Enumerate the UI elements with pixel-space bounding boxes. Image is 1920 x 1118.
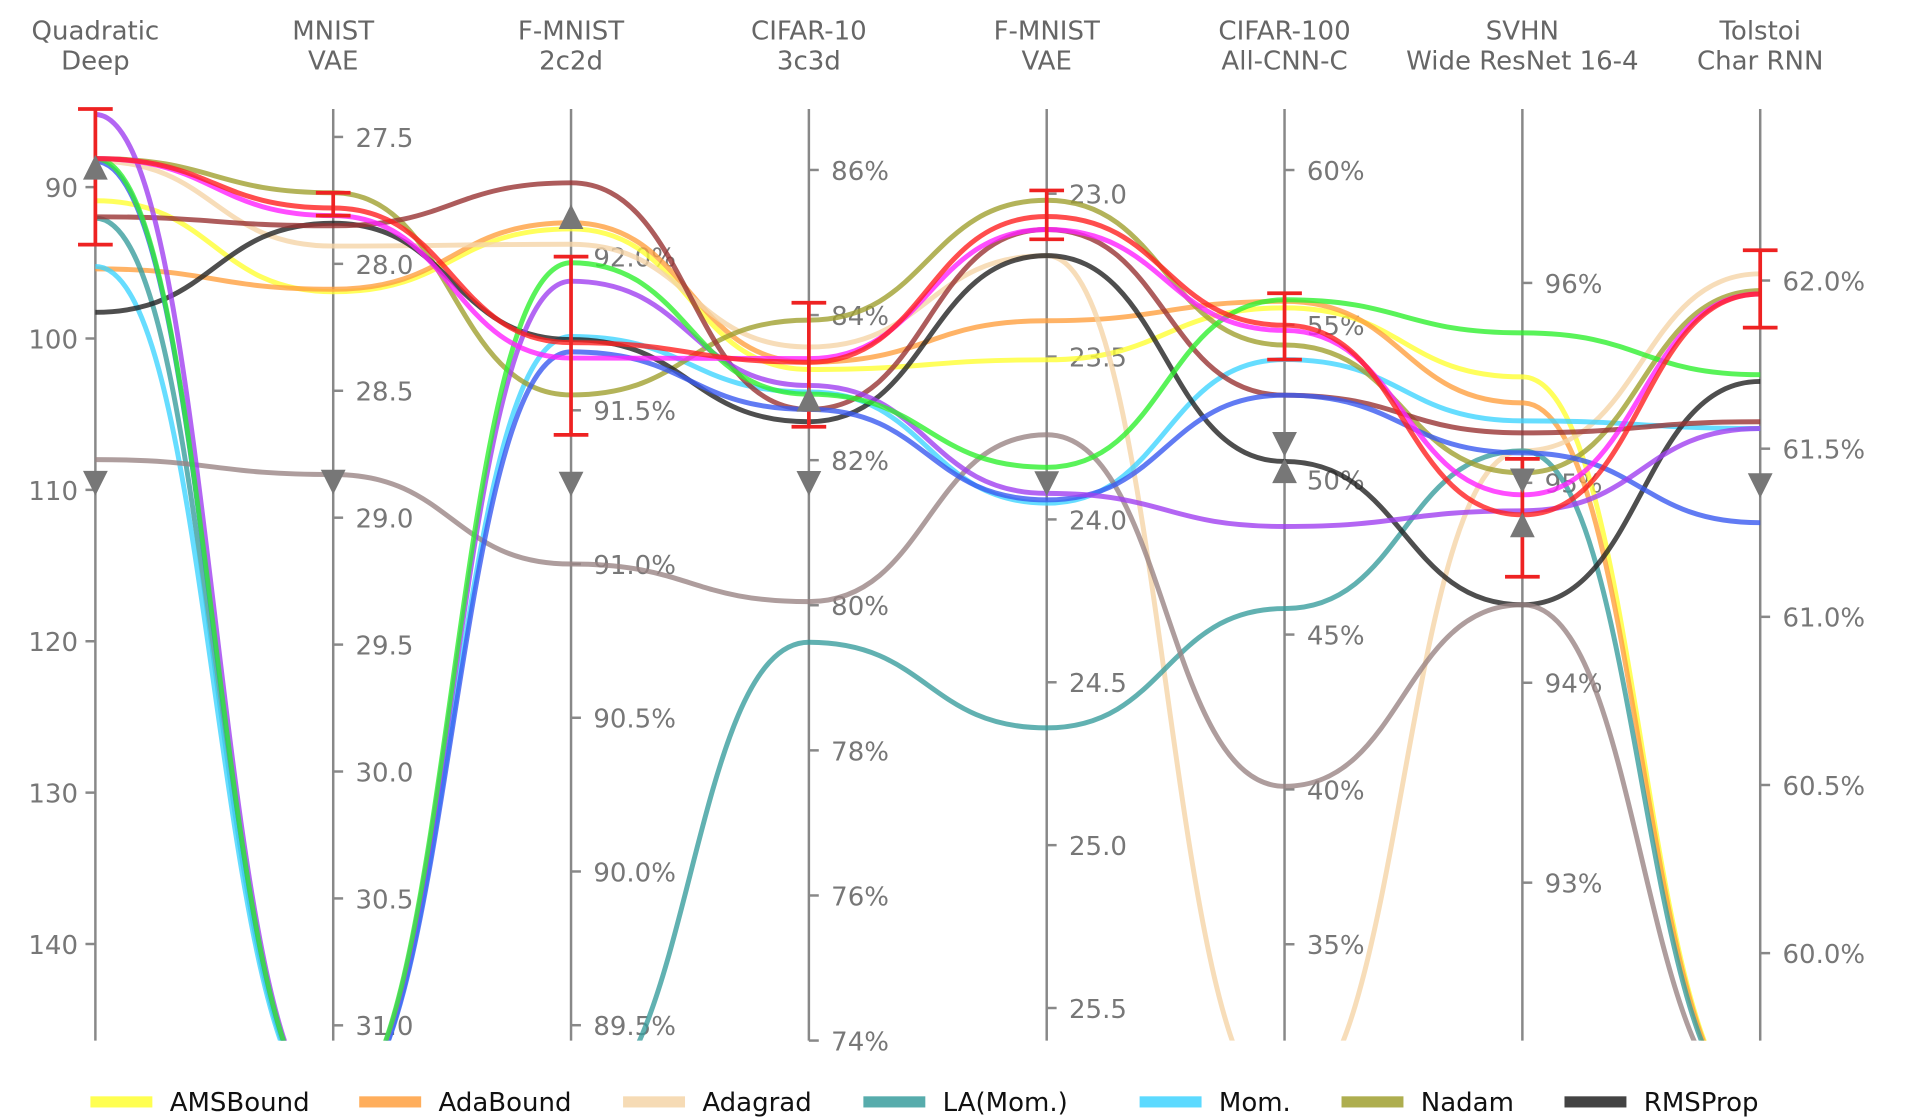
axis-title: VAE xyxy=(308,46,358,76)
tick-label: 76% xyxy=(831,882,889,912)
axis-title: F-MNIST xyxy=(994,17,1100,47)
series-line-adabound xyxy=(95,220,1706,1041)
axis-title: F-MNIST xyxy=(518,17,624,47)
tick-label: 25.0 xyxy=(1069,832,1127,862)
series-line-unlabeled-11 xyxy=(95,156,1761,1041)
axis-title: CIFAR-100 xyxy=(1218,17,1350,47)
axis-title: Deep xyxy=(61,46,130,76)
down-triangle-marker xyxy=(1034,471,1060,496)
axis-title: Wide ResNet 16-4 xyxy=(1406,46,1638,76)
tick-label: 100 xyxy=(28,325,78,355)
legend-swatch xyxy=(623,1096,686,1108)
series-line-unlabeled-8 xyxy=(95,180,1761,436)
axis-title: VAE xyxy=(1022,46,1072,76)
tick-label: 96% xyxy=(1545,270,1603,300)
axis-title: Char RNN xyxy=(1697,46,1823,76)
tick-label: 27.5 xyxy=(356,124,414,154)
legend-label: Nadam xyxy=(1421,1088,1514,1118)
tick-label: 90 xyxy=(45,174,78,204)
up-triangle-marker xyxy=(1509,512,1535,538)
legend-label: LA(Mom.) xyxy=(943,1088,1068,1118)
axis-title: SVHN xyxy=(1486,17,1559,47)
axis-title: Tolstoi xyxy=(1718,17,1800,47)
series-line-rmsprop xyxy=(95,220,1761,608)
tick-label: 45% xyxy=(1307,621,1365,651)
tick-label: 29.5 xyxy=(356,632,414,662)
tick-label: 78% xyxy=(831,737,889,767)
tick-label: 93% xyxy=(1545,870,1603,900)
tick-label: 74% xyxy=(831,1027,889,1057)
tick-label: 89.5% xyxy=(593,1012,676,1042)
tick-label: 86% xyxy=(831,157,889,187)
series-line-unlabeled-7 xyxy=(95,432,1697,1041)
up-triangle-marker xyxy=(558,204,584,230)
tick-label: 60.5% xyxy=(1783,772,1866,802)
legend-swatch xyxy=(863,1096,926,1108)
tick-label: 60% xyxy=(1307,157,1365,187)
legend-label: AMSBound xyxy=(170,1088,310,1118)
series-line-unlabeled-12 xyxy=(95,156,1761,498)
tick-label: 120 xyxy=(28,628,78,658)
tick-label: 61.5% xyxy=(1783,436,1866,466)
tick-label: 24.0 xyxy=(1069,506,1127,536)
up-triangle-marker xyxy=(1272,458,1297,484)
legend-swatch xyxy=(1564,1096,1627,1108)
tick-label: 91.5% xyxy=(593,397,676,427)
tick-label: 29.0 xyxy=(356,505,414,535)
up-triangle-marker xyxy=(82,154,108,180)
axis-title: 2c2d xyxy=(539,46,603,76)
tick-label: 28.0 xyxy=(356,251,414,281)
legend-label: AdaBound xyxy=(439,1088,572,1118)
down-triangle-marker xyxy=(558,471,584,497)
axis-title: Quadratic xyxy=(32,17,160,47)
axis-title: CIFAR-10 xyxy=(751,17,867,47)
legend-label: RMSProp xyxy=(1644,1088,1759,1118)
tick-label: 130 xyxy=(28,780,78,810)
axis-title: MNIST xyxy=(292,17,374,47)
tick-label: 25.5 xyxy=(1069,995,1127,1025)
tick-label: 90.0% xyxy=(593,858,676,888)
legend-label: Mom. xyxy=(1219,1088,1291,1118)
tick-label: 110 xyxy=(28,477,78,507)
series-line-la-mom xyxy=(95,215,1705,1041)
down-triangle-marker xyxy=(320,469,346,495)
legend-swatch xyxy=(1139,1096,1202,1108)
tick-label: 30.0 xyxy=(356,758,414,788)
tick-label: 28.5 xyxy=(356,378,414,408)
legend-swatch xyxy=(90,1096,153,1108)
tick-label: 60.0% xyxy=(1783,940,1866,970)
up-triangle-marker xyxy=(796,386,822,412)
tick-label: 82% xyxy=(831,447,889,477)
tick-label: 61.0% xyxy=(1783,604,1866,634)
tick-label: 62.0% xyxy=(1783,267,1866,297)
tick-label: 140 xyxy=(28,931,78,961)
series-lines xyxy=(95,111,1761,1041)
down-triangle-marker xyxy=(1747,473,1773,499)
markers-layer xyxy=(78,107,1778,579)
tick-label: 90.5% xyxy=(593,705,676,735)
legend-label: Adagrad xyxy=(702,1088,811,1118)
legend: AMSBound AdaBound Adagrad LA(Mom.) Mom. Nadam… xyxy=(90,1088,1759,1118)
axis-title: 3c3d xyxy=(777,46,841,76)
series-line-mom xyxy=(95,263,1761,1041)
tick-label: 35% xyxy=(1307,931,1365,961)
tick-label: 30.5 xyxy=(356,885,414,915)
down-triangle-marker xyxy=(1272,432,1297,457)
down-triangle-marker xyxy=(1509,468,1535,494)
down-triangle-marker xyxy=(796,470,822,496)
legend-swatch xyxy=(359,1096,422,1108)
axis-title: All-CNN-C xyxy=(1221,46,1347,76)
series-line-adagrad xyxy=(95,158,1761,1041)
legend-swatch xyxy=(1341,1096,1404,1108)
tick-label: 24.5 xyxy=(1069,669,1127,699)
down-triangle-marker xyxy=(82,470,108,496)
